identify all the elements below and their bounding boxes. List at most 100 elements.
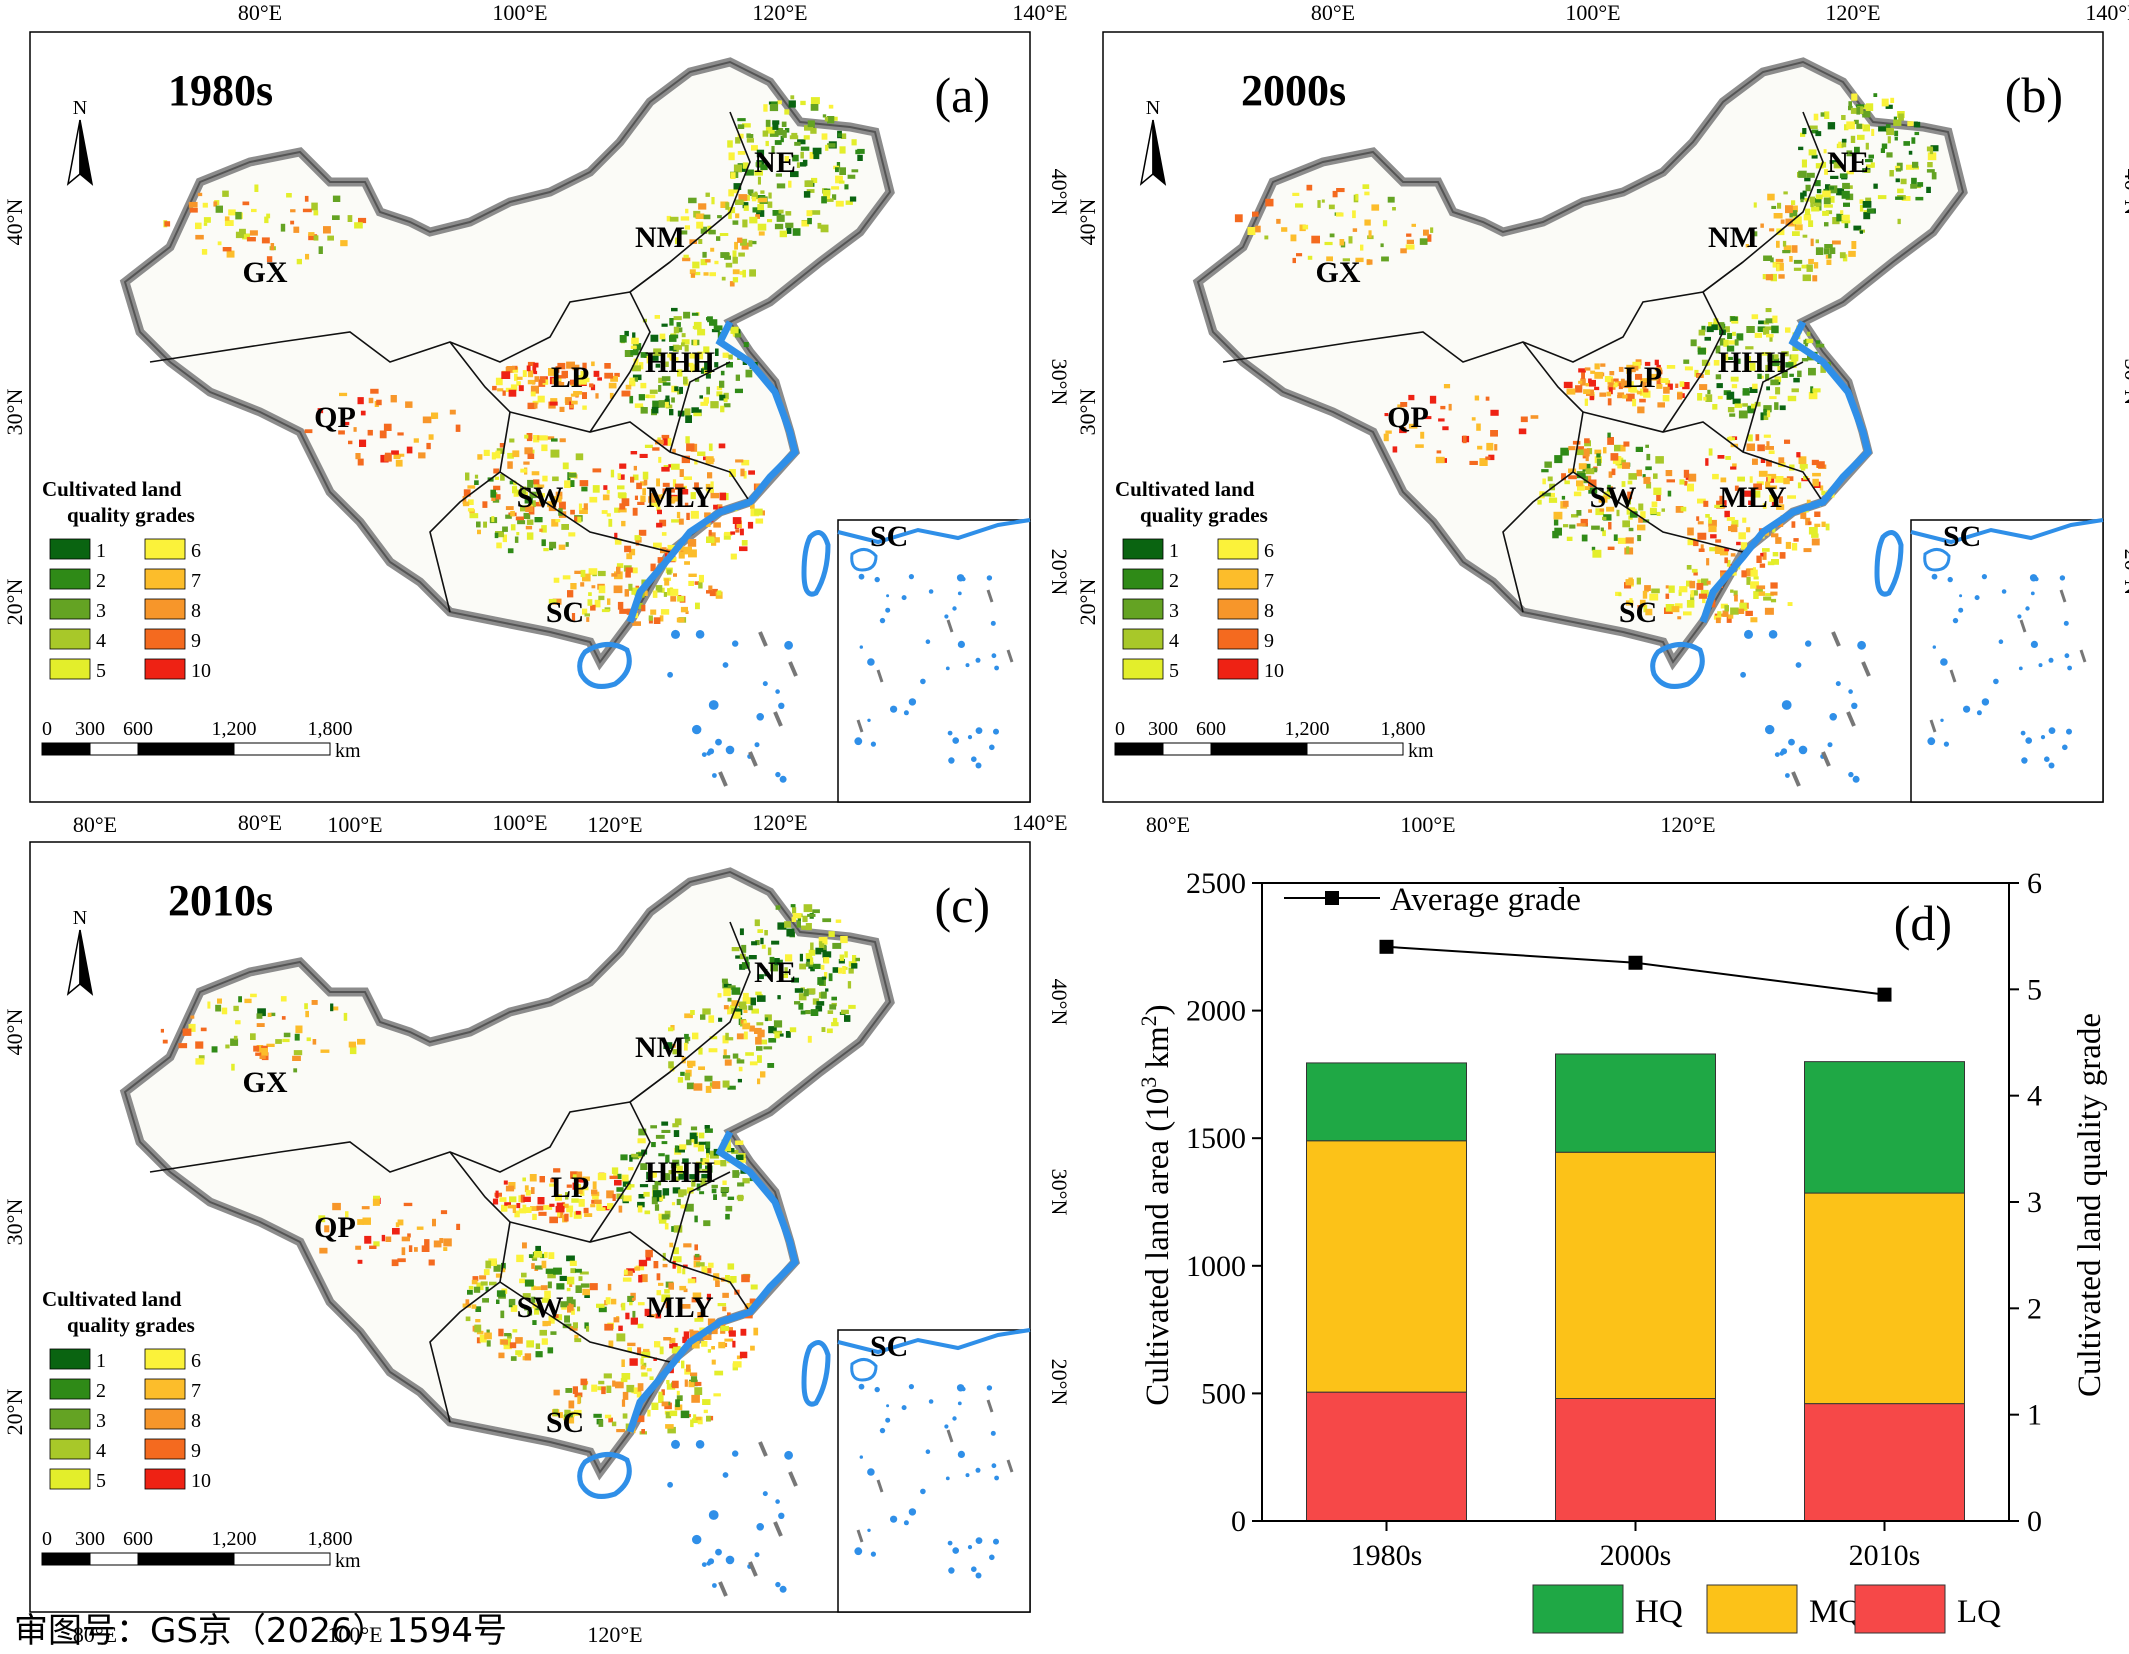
land-patch (1853, 119, 1859, 125)
land-patch (290, 220, 295, 225)
land-patch (1890, 97, 1895, 103)
land-patch (648, 615, 653, 621)
land-patch (1841, 220, 1851, 224)
land-patch (391, 1259, 399, 1267)
land-patch (1865, 103, 1874, 111)
land-patch (1348, 236, 1353, 244)
land-patch (510, 384, 518, 391)
land-patch (1392, 446, 1398, 453)
land-patch (735, 459, 744, 463)
land-patch (1822, 210, 1829, 216)
land-patch (732, 269, 740, 275)
land-patch (1406, 239, 1414, 244)
land-patch (515, 1337, 523, 1344)
inset-region-label: SC (870, 1330, 908, 1363)
land-patch (623, 1270, 633, 1276)
land-patch (1766, 386, 1770, 391)
land-patch (529, 1174, 537, 1182)
land-patch (368, 397, 374, 404)
inset-sea-island (908, 698, 917, 706)
land-patch (658, 456, 662, 463)
land-patch (1730, 376, 1739, 382)
land-patch (654, 1181, 662, 1186)
land-patch (1811, 533, 1819, 538)
land-patch (494, 476, 499, 480)
land-patch (781, 121, 787, 127)
land-patch (727, 1312, 731, 1317)
land-patch (1734, 403, 1742, 408)
land-patch (533, 362, 539, 368)
land-patch (622, 1413, 628, 1419)
land-patch (835, 919, 842, 923)
land-patch (518, 385, 524, 392)
land-patch (675, 1176, 680, 1181)
land-patch (1700, 544, 1704, 551)
land-patch (293, 1050, 303, 1056)
inset-frame (837, 519, 1031, 803)
land-patch (1561, 495, 1566, 500)
land-patch (769, 956, 775, 964)
land-patch (1812, 388, 1821, 393)
land-patch (1708, 322, 1713, 329)
land-patch (611, 1298, 617, 1305)
land-patch (373, 1241, 380, 1247)
land-patch (1657, 402, 1665, 408)
land-patch (343, 1012, 348, 1021)
land-patch (1792, 216, 1802, 225)
land-patch (1776, 262, 1784, 271)
land-patch (598, 595, 605, 601)
legend-label-grade-5: 5 (96, 1470, 106, 1492)
land-patch (1352, 228, 1358, 232)
land-patch (1811, 206, 1820, 212)
land-patch (758, 231, 765, 236)
legend-swatch-grade-7 (144, 568, 186, 590)
region-label-ne: NE (754, 956, 796, 989)
land-patch (742, 269, 746, 278)
land-patch (1840, 210, 1844, 215)
land-patch (1381, 256, 1389, 262)
land-patch (1704, 336, 1711, 341)
land-patch (569, 404, 574, 409)
land-patch (1699, 384, 1708, 390)
land-patch (623, 1195, 632, 1202)
land-patch (528, 1254, 533, 1258)
land-patch (690, 1372, 698, 1377)
lon-label-top: 80°E (1311, 0, 1355, 25)
land-patch (525, 506, 534, 512)
land-patch (581, 1186, 589, 1191)
land-patch (741, 540, 748, 546)
land-patch (1656, 493, 1661, 501)
legend-label-grade-10: 10 (191, 1470, 211, 1492)
land-patch (514, 373, 518, 381)
land-patch (745, 956, 749, 963)
average-grade-point-2000s (1628, 955, 1643, 970)
land-patch (533, 435, 540, 443)
inset-sea-island (952, 737, 959, 744)
land-patch (1471, 417, 1476, 421)
land-patch (601, 510, 608, 514)
legend-label-grade-10: 10 (191, 660, 211, 682)
land-patch (550, 398, 558, 405)
land-patch (509, 438, 515, 443)
land-patch (594, 599, 601, 608)
land-patch (532, 364, 537, 373)
land-patch (1617, 392, 1625, 397)
land-patch (735, 529, 740, 533)
land-patch (597, 377, 602, 381)
land-patch (1711, 324, 1718, 331)
land-patch (625, 572, 631, 578)
land-patch (1771, 559, 1779, 565)
land-patch (580, 582, 585, 587)
land-patch (607, 1203, 614, 1210)
land-patch (750, 1284, 758, 1290)
land-patch (522, 1207, 532, 1213)
land-patch (640, 382, 647, 389)
land-patch (1895, 196, 1904, 200)
land-patch (1757, 373, 1762, 379)
land-patch (553, 1168, 561, 1173)
land-patch (1802, 234, 1808, 238)
sea-island (1805, 640, 1812, 647)
land-patch (1585, 383, 1590, 387)
land-patch (1767, 354, 1774, 362)
land-patch (694, 1244, 698, 1251)
